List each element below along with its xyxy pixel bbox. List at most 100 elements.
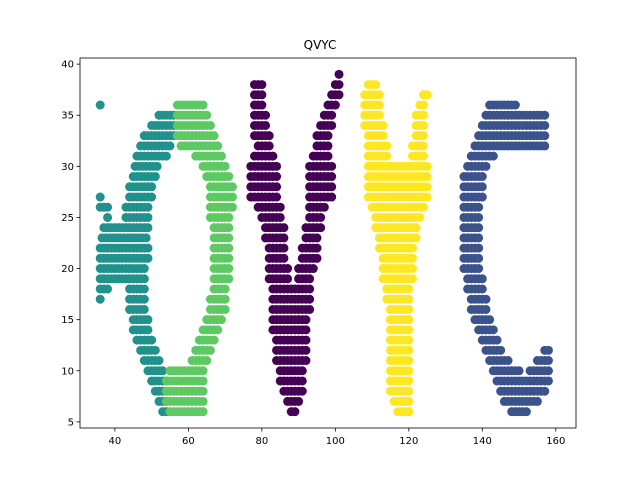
data-point: [224, 172, 234, 182]
y-tick-label: 10: [61, 366, 74, 377]
data-point: [411, 233, 421, 243]
data-point: [419, 202, 429, 212]
data-point: [543, 366, 553, 376]
x-tick-label: 120: [399, 436, 418, 447]
data-point: [323, 131, 333, 141]
data-point: [371, 80, 381, 90]
data-point: [474, 212, 484, 222]
data-point: [408, 274, 417, 284]
data-point: [198, 407, 208, 417]
data-point: [205, 120, 215, 130]
data-point: [202, 356, 212, 366]
series-4: [459, 100, 553, 417]
data-point: [198, 396, 208, 406]
data-point: [220, 304, 230, 314]
data-point: [154, 356, 164, 366]
x-axis: 40 60 80 100 120 140 160: [109, 428, 565, 447]
chart-title: QVYC: [304, 38, 337, 52]
data-point: [139, 304, 149, 314]
data-point: [301, 335, 311, 345]
data-point: [224, 264, 234, 274]
data-point: [404, 376, 414, 386]
x-tick-label: 140: [473, 436, 492, 447]
data-point: [404, 304, 414, 314]
data-point: [143, 223, 153, 233]
data-point: [422, 192, 432, 202]
data-point: [297, 386, 307, 396]
data-point: [404, 294, 414, 304]
data-point: [147, 192, 157, 202]
data-point: [404, 366, 414, 376]
data-point: [474, 243, 484, 253]
data-point: [419, 141, 429, 151]
data-point: [404, 386, 414, 396]
series-1: [161, 100, 237, 417]
data-point: [374, 100, 384, 110]
data-point: [224, 243, 234, 253]
data-point: [316, 212, 326, 222]
data-point: [404, 335, 414, 345]
data-point: [374, 110, 384, 120]
data-point: [290, 407, 300, 417]
data-point: [488, 325, 498, 335]
y-tick-label: 35: [61, 111, 74, 122]
data-point: [141, 233, 151, 243]
data-point: [294, 396, 304, 406]
data-point: [158, 366, 168, 376]
data-point: [143, 243, 153, 253]
data-point: [220, 294, 230, 304]
data-point: [209, 335, 219, 345]
data-point: [275, 202, 285, 212]
data-point: [474, 233, 484, 243]
data-point: [419, 100, 429, 110]
data-point: [312, 253, 322, 263]
data-point: [543, 376, 553, 386]
data-point: [474, 253, 484, 263]
data-point: [496, 345, 506, 355]
data-point: [408, 243, 417, 253]
data-point: [404, 315, 414, 325]
data-point: [305, 294, 315, 304]
data-point: [305, 274, 315, 284]
data-point: [139, 294, 149, 304]
data-point: [334, 80, 344, 90]
data-point: [103, 284, 113, 294]
x-tick-label: 80: [255, 436, 268, 447]
data-point: [150, 345, 160, 355]
data-point: [327, 192, 337, 202]
data-point: [327, 120, 337, 130]
data-point: [152, 161, 162, 171]
data-point: [492, 335, 502, 345]
data-point: [415, 212, 425, 222]
series-0: [95, 100, 179, 417]
data-point: [213, 141, 223, 151]
data-point: [532, 396, 542, 406]
data-point: [264, 141, 274, 151]
data-point: [411, 223, 421, 233]
x-tick-label: 100: [326, 436, 345, 447]
data-point: [404, 284, 414, 294]
data-point: [422, 90, 432, 100]
data-point: [224, 274, 234, 284]
data-point: [323, 151, 333, 161]
data-point: [474, 223, 484, 233]
data-point: [477, 274, 487, 284]
data-point: [503, 356, 513, 366]
series-3: [360, 80, 432, 417]
data-point: [382, 151, 392, 161]
data-point: [327, 161, 337, 171]
data-point: [139, 264, 149, 274]
data-point: [540, 386, 550, 396]
data-point: [143, 325, 153, 335]
data-point: [419, 110, 429, 120]
data-point: [301, 345, 311, 355]
data-point: [95, 294, 105, 304]
y-axis: 5 10 15 20 25 30 35 40: [61, 60, 80, 428]
data-point: [543, 345, 553, 355]
data-point: [297, 376, 307, 386]
series-2: [246, 69, 344, 417]
y-tick-label: 40: [61, 60, 74, 71]
data-point: [220, 161, 230, 171]
plot-area: [95, 69, 553, 417]
data-point: [408, 253, 417, 263]
